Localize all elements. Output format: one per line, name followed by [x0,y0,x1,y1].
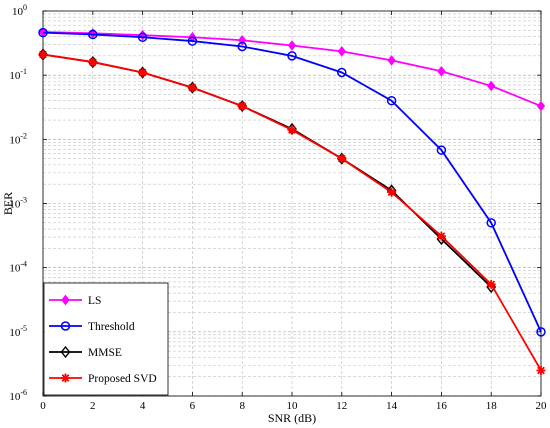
x-tick-label: 12 [336,400,347,412]
x-tick-label: 8 [239,400,245,412]
data-point [536,100,546,112]
legend-item: Threshold [49,321,135,333]
y-axis-label: BER [1,192,15,215]
x-tick-label: 14 [386,400,398,412]
y-tick-label: 10-5 [9,324,27,339]
data-point [436,145,447,155]
y-tick-label: 10-6 [9,388,27,403]
series-proposed-svd [38,49,546,375]
data-point [486,218,496,228]
legend: LS Threshold MMSE Proposed SVD [43,282,169,396]
x-tick-label: 2 [90,400,96,412]
x-tick-label: 10 [287,400,299,412]
x-tick-label: 4 [140,400,146,412]
data-point [137,32,148,42]
x-tick-label: 6 [190,400,196,412]
x-tick-label: 20 [536,400,548,412]
data-point [437,65,446,77]
data-point [237,41,247,52]
legend-item: LS [49,294,101,307]
data-point [536,365,546,375]
x-axis-label: SNR (dB) [268,411,316,425]
legend-item: MMSE [49,345,122,359]
data-point [237,101,247,111]
axis-ticks: 0 2 4 6 8 10 12 14 16 18 20 100 10-1 10-2 10-3 10-4 10-5… [9,3,547,412]
data-point [187,83,197,93]
data-point [487,80,496,92]
legend-item: Proposed SVD [49,373,157,385]
legend-marker [61,373,70,383]
data-point [38,27,48,38]
x-tick-label: 18 [486,400,498,412]
data-point [187,36,198,46]
x-tick-label: 0 [40,400,46,412]
legend-label: Threshold [88,321,135,333]
data-point [337,46,346,57]
data-point [436,232,447,246]
legend-label: MMSE [88,347,122,359]
legend-label: Proposed SVD [88,373,157,385]
data-point [387,187,397,197]
y-tick-label: 100 [12,3,27,18]
x-tick-label: 16 [436,400,448,412]
data-point [88,57,98,67]
data-point [38,49,48,59]
legend-marker [61,294,70,306]
data-point [287,125,297,135]
y-tick-label: 10-1 [9,67,27,82]
data-point [88,29,98,40]
data-point [387,55,396,66]
data-point [138,68,148,78]
series-line [42,31,542,333]
data-point [287,40,297,51]
data-point [436,231,446,241]
y-tick-label: 10-3 [9,196,27,211]
legend-label: LS [88,295,101,307]
y-tick-label: 10-2 [9,131,27,146]
data-point [486,280,497,294]
grid [42,11,542,397]
legend-marker [60,321,71,331]
data-point [337,154,347,164]
y-tick-label: 10-4 [9,260,27,275]
data-point [386,95,397,106]
data-point [337,67,347,78]
legend-marker [60,345,71,359]
data-point [486,279,496,289]
data-point [287,51,297,61]
